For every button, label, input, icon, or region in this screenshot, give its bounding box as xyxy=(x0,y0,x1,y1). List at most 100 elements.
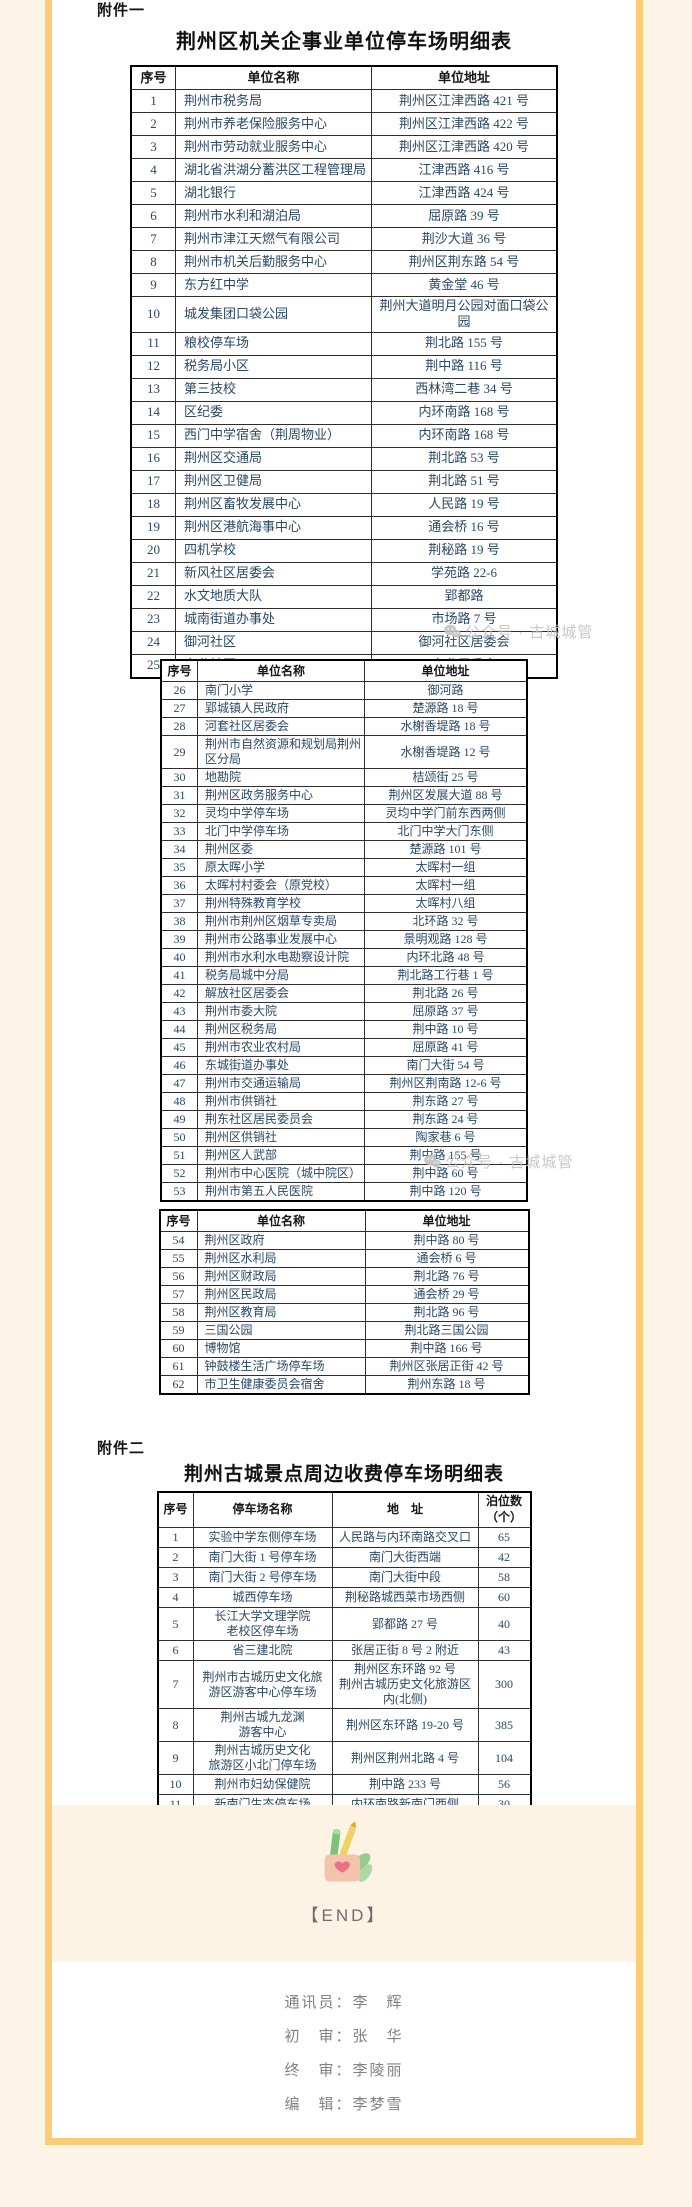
table-row: 1 实验中学东侧停车场 人民路与内环南路交叉口 65 xyxy=(157,1527,531,1548)
table-cell: 四机学校 xyxy=(175,538,372,563)
table-row: 58 荆州区教育局 荆北路 96 号 xyxy=(159,1303,529,1322)
table-cell: 荆州市养老保险服务中心 xyxy=(175,112,372,136)
unit-parking-table-3: 序号 单位名称 单位地址 54 荆州区政府 荆中路 80 号 55 荆州区水利局 通会桥 6 号… xyxy=(158,1209,530,1395)
table-cell: 东方红中学 xyxy=(175,273,372,297)
table-cell: 楚源路 18 号 xyxy=(364,699,528,718)
table-cell: 南门大街西端 xyxy=(331,1547,479,1568)
table-cell: 楚源路 101 号 xyxy=(364,840,528,859)
table-row: 11 粮校停车场 荆北路 155 号 xyxy=(130,331,558,356)
table-cell: 水榭香堤路 18 号 xyxy=(364,717,528,736)
table-cell: 御河社区居委会 xyxy=(371,630,558,655)
credit-line-final-review: 终 审：李陵丽 xyxy=(284,2062,404,2079)
column-header: 单位名称 xyxy=(196,1209,366,1232)
table-cell: 荆北路 53 号 xyxy=(371,446,558,471)
table-cell: 荆州区水利局 xyxy=(196,1249,366,1268)
table-row: 62 市卫生健康委员会宿舍 荆州东路 18 号 xyxy=(159,1375,529,1395)
table-cell: 荆州区财政局 xyxy=(196,1267,366,1286)
table-cell: 荆州市农业农村局 xyxy=(197,1038,365,1057)
table-row: 35 原太晖小学 太晖村一组 xyxy=(160,858,528,877)
table-cell: 荆秘路 19 号 xyxy=(371,538,558,563)
table-header-row: 序号 单位名称 单位地址 xyxy=(130,65,558,90)
table-cell: 43 xyxy=(160,1002,198,1021)
table-cell: 省三建北院 xyxy=(192,1640,333,1661)
table-cell: 荆州市妇幼保健院 xyxy=(192,1774,333,1795)
table-cell: 2 xyxy=(157,1547,194,1568)
table-cell: 水文地质大队 xyxy=(175,584,372,609)
table-cell: 36 xyxy=(160,876,198,895)
table-cell: 荆州区荆州北路 4 号 xyxy=(331,1741,479,1775)
table-cell: 荆东社区居民委员会 xyxy=(197,1110,365,1129)
table-cell: 12 xyxy=(130,354,176,379)
table-cell: 40 xyxy=(477,1607,531,1641)
table-cell: 太晖村一组 xyxy=(364,876,528,895)
table-cell: 5 xyxy=(157,1607,194,1641)
table-cell: 荆州区民政局 xyxy=(196,1285,366,1304)
table-cell: 385 xyxy=(477,1708,531,1742)
table-row: 21 新风社区居委会 学苑路 22-6 xyxy=(130,561,558,586)
table-cell: 南门大街 2 号停车场 xyxy=(192,1567,333,1588)
table-cell: 原太晖小学 xyxy=(197,858,365,877)
table-cell: 荆州区教育局 xyxy=(196,1303,366,1322)
table-row: 31 荆州区政务服务中心 荆州区发展大道 88 号 xyxy=(160,786,528,805)
table-row: 8 荆州市机关后勤服务中心 荆州区荆东路 54 号 xyxy=(130,250,558,274)
table-cell: 38 xyxy=(160,912,198,931)
table-row: 37 荆州特殊教育学校 太晖村八组 xyxy=(160,894,528,913)
table-2-title: 荆州古城景点周边收费停车场明细表 xyxy=(183,1464,504,1485)
table-cell: 61 xyxy=(159,1357,198,1376)
table-row: 20 四机学校 荆秘路 19 号 xyxy=(130,538,558,563)
table-cell: 长江大学文理学院 老校区停车场 xyxy=(192,1607,333,1641)
table-cell: 荆州区人武部 xyxy=(197,1146,365,1165)
table-cell: 23 xyxy=(130,607,176,632)
table-row: 49 荆东社区居民委员会 荆东路 24 号 xyxy=(160,1110,528,1129)
table-row: 10 荆州市妇幼保健院 荆中路 233 号 56 xyxy=(157,1774,531,1795)
table-row: 54 荆州区政府 荆中路 80 号 xyxy=(159,1231,529,1250)
table-cell: 荆州市古城历史文化旅 游区游客中心停车场 xyxy=(192,1660,333,1709)
table-cell: 荆州区东环路 92 号 荆州古城历史文化旅游区内(北侧) xyxy=(331,1660,479,1709)
table-cell: 郢都路 xyxy=(371,584,558,609)
table-cell: 9 xyxy=(130,273,176,297)
table-cell: 灵均中学停车场 xyxy=(197,804,365,823)
table-cell: 荆州东路 18 号 xyxy=(364,1375,529,1395)
table-row: 15 西门中学宿舍（荆周物业） 内环南路 168 号 xyxy=(130,423,558,448)
table-cell: 荆中路 10 号 xyxy=(364,1020,528,1039)
table-row: 3 南门大街 2 号停车场 南门大街中段 58 xyxy=(157,1567,531,1588)
table-cell: 8 xyxy=(130,250,176,274)
table-cell: 41 xyxy=(160,966,198,985)
table-cell: 27 xyxy=(160,699,198,718)
table-cell: 43 xyxy=(477,1640,531,1661)
table-cell: 57 xyxy=(159,1285,198,1304)
table-cell: 荆北路 26 号 xyxy=(364,984,528,1003)
table-cell: 45 xyxy=(160,1038,198,1057)
table-row: 6 荆州市水利和湖泊局 屈原路 39 号 xyxy=(130,204,558,228)
table-row: 34 荆州区委 楚源路 101 号 xyxy=(160,840,528,859)
table-cell: 太晖村村委会（原党校） xyxy=(197,876,365,895)
table-cell: 104 xyxy=(477,1741,531,1775)
table-cell: 3 xyxy=(157,1567,194,1588)
table-cell: 荆州区卫健局 xyxy=(175,469,372,494)
table-cell: 26 xyxy=(160,681,198,700)
table-cell: 实验中学东侧停车场 xyxy=(192,1527,333,1548)
table-cell: 荆州区供销社 xyxy=(197,1128,365,1147)
table-cell: 9 xyxy=(157,1741,194,1775)
table-cell: 52 xyxy=(160,1164,198,1183)
column-header: 序号 xyxy=(157,1491,194,1528)
table-row: 50 荆州区供销社 陶家巷 6 号 xyxy=(160,1128,528,1147)
table-header-row: 序号 单位名称 单位地址 xyxy=(160,659,528,682)
table-cell: 荆北路 51 号 xyxy=(371,469,558,494)
table-cell: 湖北省洪湖分蓄洪区工程管理局 xyxy=(175,158,372,182)
table-row: 24 御河社区 御河社区居委会 xyxy=(130,630,558,655)
table-cell: 三国公园 xyxy=(196,1321,366,1340)
column-header: 单位地址 xyxy=(364,1209,529,1232)
table-cell: 内环南路 168 号 xyxy=(371,400,558,425)
table-cell: 荆州区江津西路 420 号 xyxy=(371,135,558,159)
table-cell: 南门大街 54 号 xyxy=(364,1056,528,1075)
table-row: 44 荆州区税务局 荆中路 10 号 xyxy=(160,1020,528,1039)
table-cell: 18 xyxy=(130,492,176,517)
table-cell: 荆北路工行巷 1 号 xyxy=(364,966,528,985)
table-header-row: 序号 停车场名称地 址泊位数 （个） xyxy=(157,1491,531,1528)
table-1-title: 荆州区机关企事业单位停车场明细表 xyxy=(176,31,512,53)
attachment-2-label: 附件二 xyxy=(97,1441,146,1457)
table-row: 12 税务局小区 荆中路 116 号 xyxy=(130,354,558,379)
table-cell: 内环北路 48 号 xyxy=(364,948,528,967)
table-cell: 荆东路 24 号 xyxy=(364,1110,528,1129)
